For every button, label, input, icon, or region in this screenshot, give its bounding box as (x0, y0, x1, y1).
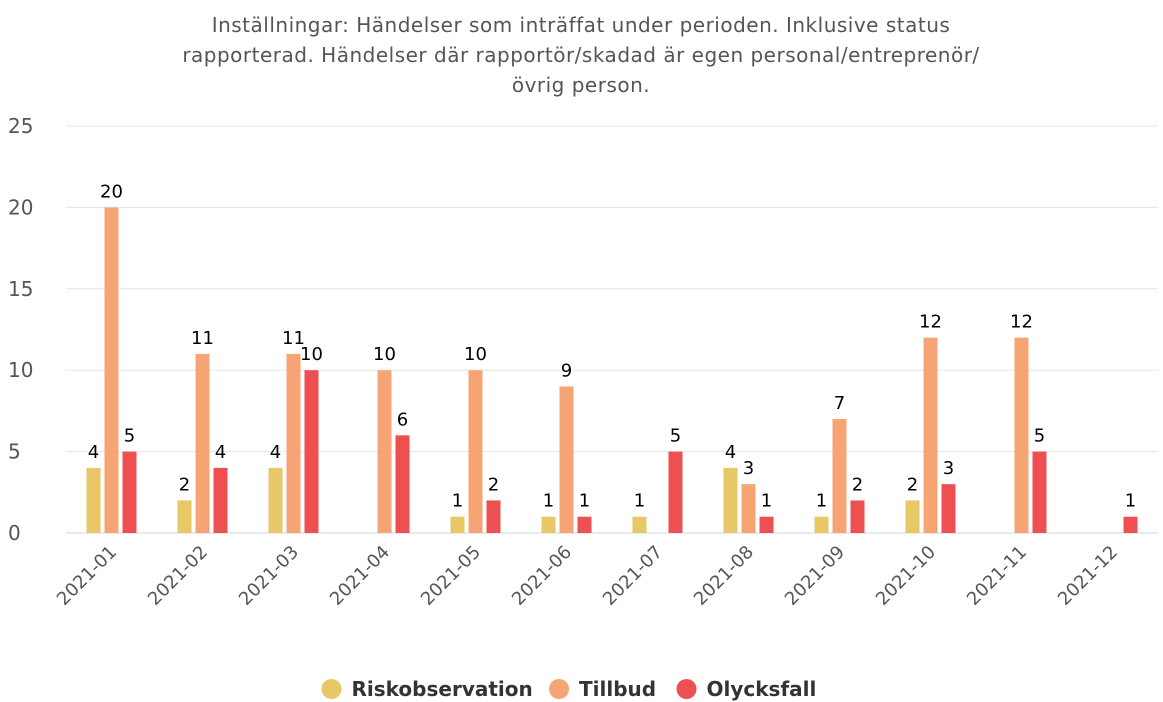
data-label: 2 (907, 474, 918, 495)
x-tick-label: 2021-12 (1054, 542, 1122, 610)
data-label: 9 (561, 360, 572, 381)
bar (286, 353, 301, 533)
data-label: 10 (373, 344, 396, 365)
bar (759, 516, 774, 533)
data-label: 10 (300, 344, 323, 365)
bar (741, 484, 756, 533)
x-tick-label: 2021-01 (53, 542, 121, 610)
data-label: 5 (670, 426, 681, 447)
x-tick-label: 2021-05 (417, 542, 485, 610)
bar (122, 451, 137, 533)
chart-title: Inställningar: Händelser som inträffat u… (182, 13, 980, 97)
data-label: 1 (1125, 491, 1136, 512)
x-tick-label: 2021-11 (963, 542, 1031, 610)
x-tick-label: 2021-06 (508, 542, 576, 610)
data-label: 2 (488, 474, 499, 495)
data-label: 1 (634, 491, 645, 512)
data-label: 1 (452, 491, 463, 512)
x-tick-label: 2021-08 (690, 542, 758, 610)
legend-label: Tillbud (579, 677, 656, 701)
data-label: 1 (579, 491, 590, 512)
y-tick-label: 10 (8, 358, 33, 382)
legend-item: Tillbud (549, 677, 656, 701)
bar (559, 386, 574, 533)
data-label: 1 (761, 491, 772, 512)
bar (850, 500, 865, 533)
data-label: 20 (100, 181, 123, 202)
bar (814, 516, 829, 533)
y-tick-label: 15 (8, 277, 33, 301)
bar (832, 419, 847, 533)
data-label: 6 (397, 409, 408, 430)
data-label: 11 (282, 328, 305, 349)
data-label: 11 (191, 328, 214, 349)
bar (304, 370, 319, 533)
bar (905, 500, 920, 533)
data-label: 4 (725, 442, 736, 463)
x-tick-label: 2021-02 (144, 542, 212, 610)
data-label: 3 (743, 458, 754, 479)
bar (541, 516, 556, 533)
legend-item: Olycksfall (676, 677, 817, 701)
bar (468, 370, 483, 533)
data-label: 2 (852, 474, 863, 495)
y-tick-label: 0 (8, 521, 21, 545)
legend-swatch (549, 679, 569, 699)
bar (941, 484, 956, 533)
data-label: 12 (1010, 312, 1033, 333)
data-label: 2 (179, 474, 190, 495)
data-label: 4 (215, 442, 226, 463)
bar (1014, 337, 1029, 533)
bar (632, 516, 647, 533)
bar (268, 467, 283, 533)
data-label: 7 (834, 393, 845, 414)
data-label: 1 (816, 491, 827, 512)
bar (1123, 516, 1138, 533)
bar (395, 435, 410, 533)
x-tick-label: 2021-03 (235, 542, 303, 610)
x-tick-label: 2021-10 (872, 542, 940, 610)
legend-swatch (676, 679, 697, 699)
data-label: 4 (270, 442, 281, 463)
legend-swatch (321, 679, 342, 699)
bar (923, 337, 938, 533)
bar (486, 500, 501, 533)
bar (195, 353, 210, 533)
bar (86, 467, 101, 533)
bar (377, 370, 392, 533)
bar (104, 207, 119, 533)
data-label: 1 (543, 491, 554, 512)
y-tick-label: 5 (8, 440, 21, 464)
bar (577, 516, 592, 533)
data-label: 3 (943, 458, 954, 479)
y-tick-label: 25 (8, 114, 33, 138)
x-tick-label: 2021-09 (781, 542, 849, 610)
data-label: 5 (124, 426, 135, 447)
bar (177, 500, 192, 533)
bar (1032, 451, 1047, 533)
x-tick-label: 2021-04 (326, 542, 394, 610)
legend-label: Riskobservation (352, 677, 533, 701)
bar (213, 467, 228, 533)
bar (450, 516, 465, 533)
legend-item: Riskobservation (321, 677, 533, 701)
x-tick-label: 2021-07 (599, 542, 667, 610)
data-label: 12 (919, 312, 942, 333)
data-label: 10 (464, 344, 487, 365)
data-label: 4 (88, 442, 99, 463)
bar (723, 467, 738, 533)
y-tick-label: 20 (8, 195, 33, 219)
bar (668, 451, 683, 533)
data-label: 5 (1034, 426, 1045, 447)
legend-label: Olycksfall (707, 677, 817, 701)
